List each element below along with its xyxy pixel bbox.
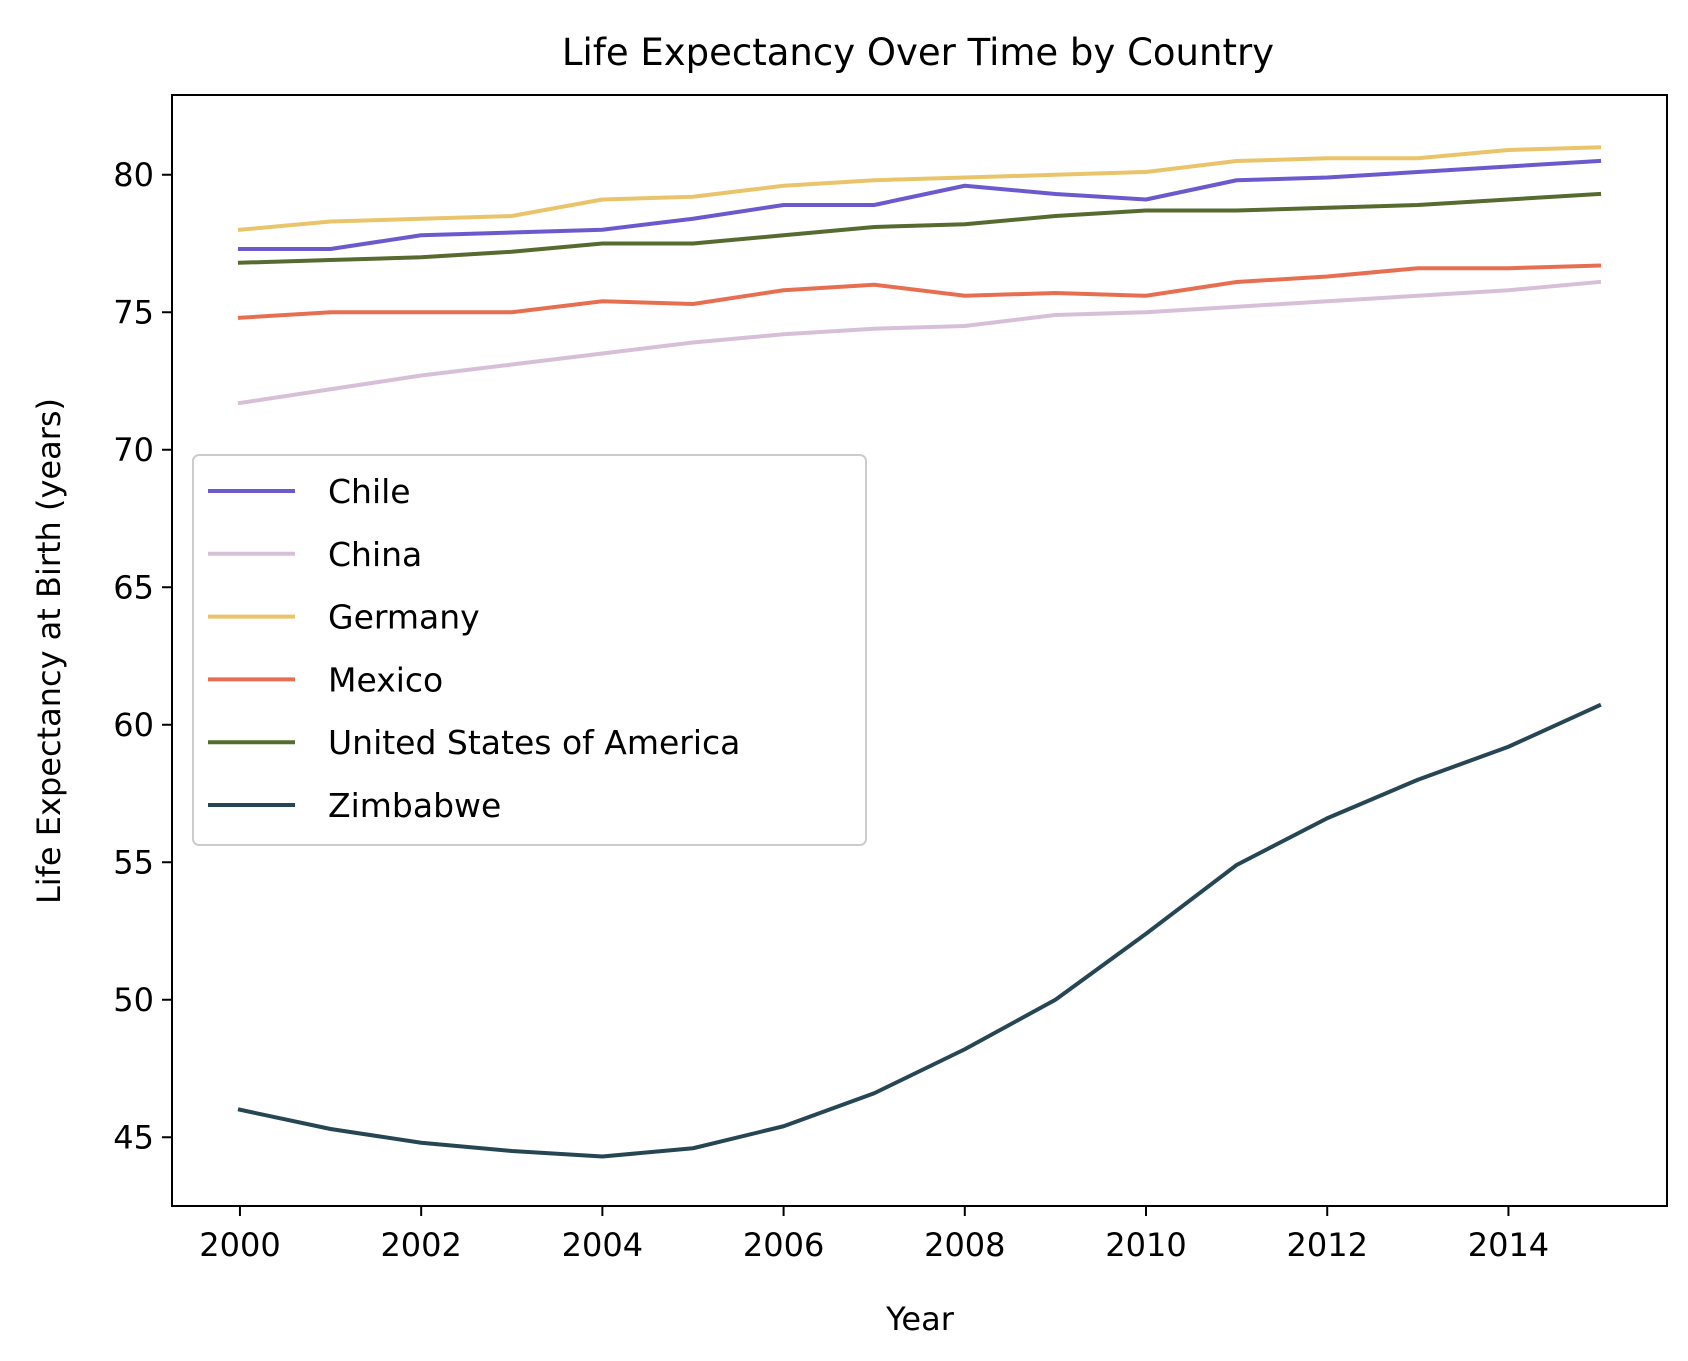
y-tick-label-6: 75 (113, 293, 154, 331)
x-tick-label-2: 2004 (562, 1226, 643, 1264)
x-tick-label-3: 2006 (743, 1226, 824, 1264)
y-tick-label-7: 80 (113, 156, 154, 194)
x-tick-label-6: 2012 (1287, 1226, 1368, 1264)
y-tick-label-5: 70 (113, 431, 154, 469)
series-line-2 (237, 145, 1602, 232)
y-axis-label: Life Expectancy at Birth (years) (30, 398, 68, 904)
y-tick-label-4: 65 (113, 568, 154, 606)
legend-label-5: Zimbabwe (328, 786, 501, 825)
x-axis: 2000 2002 2004 2006 2008 2010 2012 2014 (199, 1206, 1549, 1264)
series-line-5 (237, 702, 1602, 1159)
x-axis-label: Year (885, 1300, 955, 1338)
y-tick-label-1: 50 (113, 981, 154, 1019)
series-line-1 (237, 279, 1602, 406)
series-layer (237, 145, 1602, 1159)
y-tick-label-2: 55 (113, 843, 154, 881)
plot-frame (171, 94, 1668, 1207)
legend-box (192, 454, 867, 846)
x-tick-label-7: 2014 (1468, 1226, 1549, 1264)
series-line-4 (237, 191, 1602, 265)
legend-label-4: United States of America (328, 723, 740, 762)
x-tick-label-0: 2000 (199, 1226, 280, 1264)
legend-label-1: China (328, 535, 422, 574)
series-line-3 (237, 263, 1602, 320)
series-line-0 (237, 158, 1602, 251)
x-tick-label-5: 2010 (1105, 1226, 1186, 1264)
chart-title: Life Expectancy Over Time by Country (562, 31, 1274, 74)
y-axis: 45 50 55 60 65 70 75 80 (113, 156, 172, 1156)
legend-label-0: Chile (328, 472, 411, 511)
legend-label-2: Germany (328, 598, 480, 637)
legend: Chile China Germany Mexico United States of … (192, 454, 867, 846)
x-tick-label-1: 2002 (380, 1226, 461, 1264)
legend-entries: Chile China Germany Mexico United States of … (208, 472, 740, 825)
x-tick-label-4: 2008 (924, 1226, 1005, 1264)
y-tick-label-3: 60 (113, 706, 154, 744)
y-tick-label-0: 45 (113, 1118, 154, 1156)
legend-label-3: Mexico (328, 660, 443, 699)
